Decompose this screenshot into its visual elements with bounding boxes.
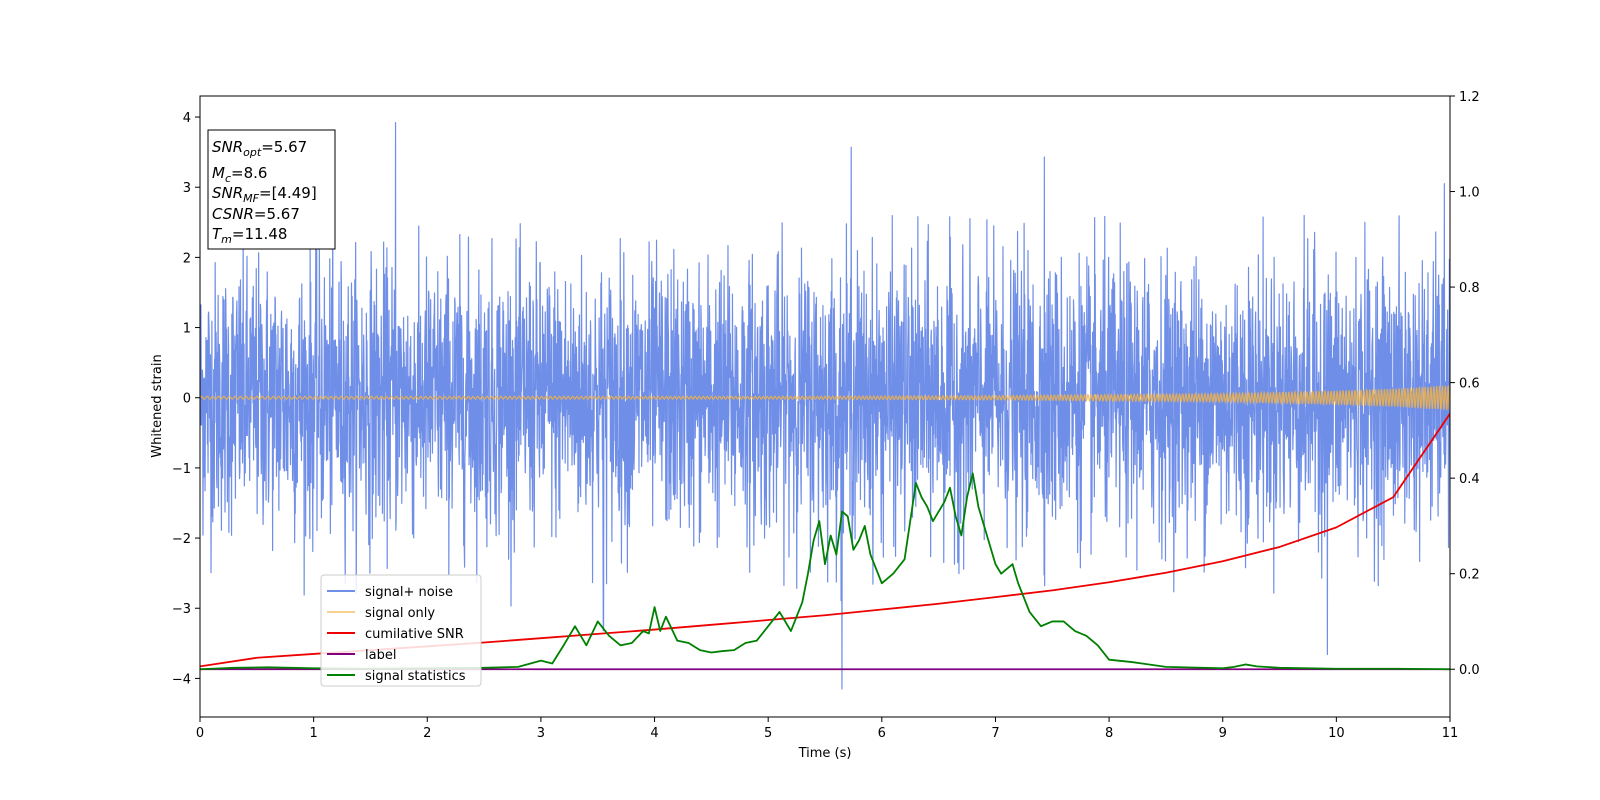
x-tick-label: 4 (650, 726, 658, 741)
y-left-tick-label: 1 (183, 322, 191, 337)
x-tick-label: 9 (1219, 726, 1227, 741)
legend: signal+ noise signal only cumilative SNR la… (320, 574, 482, 687)
series-signal-statistics (200, 472, 1450, 671)
x-axis-ticks: 0 1 2 3 4 5 6 7 8 9 10 11 (196, 717, 1458, 741)
info-mc: Mc=8.6 (212, 164, 267, 185)
y-right-tick-label: 0.0 (1459, 663, 1480, 678)
info-snr-mf: SNRMF=[4.49] (212, 184, 317, 205)
y-left-tick-label: −2 (172, 532, 191, 547)
legend-label: signal only (365, 606, 435, 621)
x-tick-label: 11 (1442, 726, 1459, 741)
y-left-tick-label: 4 (183, 111, 191, 126)
x-tick-label: 10 (1328, 726, 1345, 741)
y-right-tick-label: 0.4 (1459, 472, 1480, 487)
x-tick-label: 3 (537, 726, 545, 741)
info-csnr: CSNR=5.67 (212, 205, 300, 223)
y-left-tick-label: 0 (183, 392, 191, 407)
x-tick-label: 6 (878, 726, 886, 741)
y-left-tick-label: −1 (172, 462, 191, 477)
series-signal-only (200, 384, 1450, 411)
legend-frame (320, 574, 482, 687)
y-right-tick-label: 1.2 (1459, 90, 1480, 105)
y-left-tick-label: 3 (183, 181, 191, 196)
y-left-tick-label: −4 (172, 672, 191, 687)
y-right-tick-label: 0.2 (1459, 568, 1480, 583)
y-right-tick-label: 0.8 (1459, 281, 1480, 296)
info-box: SNRopt=5.67 Mc=8.6 SNRMF=[4.49] CSNR=5.6… (207, 129, 336, 250)
y-left-tick-label: −3 (172, 602, 191, 617)
legend-label: signal+ noise (365, 585, 453, 600)
legend-label: label (365, 648, 396, 663)
x-tick-label: 0 (196, 726, 204, 741)
x-tick-label: 8 (1105, 726, 1113, 741)
legend-label: cumilative SNR (365, 627, 464, 642)
info-box-frame (207, 129, 336, 250)
x-tick-label: 7 (991, 726, 999, 741)
x-tick-label: 5 (764, 726, 772, 741)
x-tick-label: 2 (423, 726, 431, 741)
y-left-tick-label: 2 (183, 251, 191, 266)
y-left-axis-ticks: −4 −3 −2 −1 0 1 2 3 4 (172, 111, 200, 687)
y-right-axis-ticks: 0.0 0.2 0.4 0.6 0.8 1.0 1.2 (1450, 90, 1480, 678)
x-axis-label: Time (s) (798, 746, 852, 761)
y-axis-label: Whitened strain (150, 354, 165, 457)
plot-frame (199, 95, 1451, 718)
y-right-tick-label: 1.0 (1459, 186, 1480, 201)
y-right-tick-label: 0.6 (1459, 377, 1480, 392)
x-tick-label: 1 (309, 726, 317, 741)
info-tm: Tm=11.48 (212, 225, 287, 246)
legend-label: signal statistics (365, 669, 466, 684)
info-snr-opt: SNRopt=5.67 (212, 138, 307, 159)
